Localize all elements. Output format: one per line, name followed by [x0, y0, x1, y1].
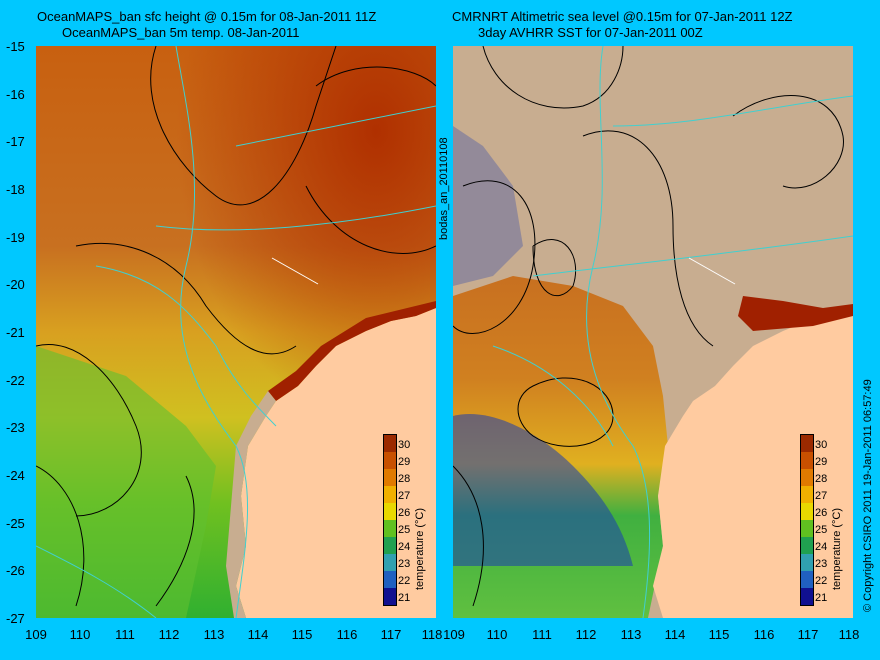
- left-colorbar: [383, 434, 397, 606]
- colorbar-swatch: [384, 537, 396, 554]
- colorbar-tick: 26: [398, 507, 411, 519]
- colorbar-swatch: [801, 469, 813, 486]
- lon-tick: 116: [336, 627, 358, 642]
- colorbar-tick: 26: [815, 507, 828, 519]
- left-map-panel: [36, 46, 436, 618]
- colorbar-swatch: [801, 503, 813, 520]
- lon-tick: 112: [575, 627, 597, 642]
- colorbar-tick: 28: [398, 473, 411, 485]
- left-colorbar-title: temperature (°C): [414, 507, 426, 590]
- colorbar-swatch: [801, 486, 813, 503]
- colorbar-swatch: [384, 503, 396, 520]
- colorbar-tick: 27: [398, 490, 411, 502]
- lat-tick: -21: [6, 325, 25, 340]
- lat-tick: -15: [6, 39, 25, 54]
- lat-tick: -25: [6, 516, 25, 531]
- colorbar-tick: 22: [398, 575, 411, 587]
- lon-tick: 113: [203, 627, 225, 642]
- lat-tick: -17: [6, 134, 25, 149]
- colorbar-tick: 29: [398, 456, 411, 468]
- left-title-line2: OceanMAPS_ban 5m temp. 08-Jan-2011: [62, 25, 300, 40]
- colorbar-tick: 30: [815, 439, 828, 451]
- left-map-svg: [36, 46, 436, 618]
- lat-tick: -20: [6, 277, 25, 292]
- colorbar-swatch: [384, 486, 396, 503]
- right-map-svg: [453, 46, 853, 618]
- right-colorbar: [800, 434, 814, 606]
- colorbar-tick: 23: [815, 558, 828, 570]
- colorbar-swatch: [801, 452, 813, 469]
- colorbar-swatch: [801, 571, 813, 588]
- lon-tick: 111: [115, 627, 135, 642]
- right-colorbar-title: temperature (°C): [831, 507, 843, 590]
- colorbar-swatch: [801, 588, 813, 605]
- colorbar-tick: 28: [815, 473, 828, 485]
- lon-tick: 109: [443, 627, 465, 642]
- colorbar-tick: 27: [815, 490, 828, 502]
- lat-tick: -23: [6, 420, 25, 435]
- colorbar-swatch: [384, 571, 396, 588]
- colorbar-swatch: [384, 554, 396, 571]
- colorbar-tick: 21: [815, 592, 828, 604]
- colorbar-swatch: [801, 520, 813, 537]
- lat-tick: -26: [6, 563, 25, 578]
- colorbar-swatch: [384, 588, 396, 605]
- lon-tick: 114: [247, 627, 269, 642]
- left-title-line1: OceanMAPS_ban sfc height @ 0.15m for 08-…: [37, 9, 377, 24]
- colorbar-swatch: [384, 452, 396, 469]
- lon-tick: 114: [664, 627, 686, 642]
- lon-tick: 117: [797, 627, 819, 642]
- lon-tick: 118: [421, 627, 443, 642]
- colorbar-tick: 21: [398, 592, 411, 604]
- colorbar-tick: 24: [815, 541, 828, 553]
- lon-tick: 110: [69, 627, 91, 642]
- lon-tick: 109: [25, 627, 47, 642]
- colorbar-swatch: [384, 469, 396, 486]
- lat-tick: -24: [6, 468, 25, 483]
- colorbar-swatch: [801, 554, 813, 571]
- colorbar-swatch: [384, 435, 396, 452]
- colorbar-tick: 24: [398, 541, 411, 553]
- colorbar-tick: 23: [398, 558, 411, 570]
- lon-tick: 112: [158, 627, 180, 642]
- colorbar-tick: 30: [398, 439, 411, 451]
- right-title-line1: CMRNRT Altimetric sea level @0.15m for 0…: [452, 9, 793, 24]
- lat-tick: -18: [6, 182, 25, 197]
- lat-tick: -27: [6, 611, 25, 626]
- run-id-label: bodas_an_20110108: [438, 137, 450, 240]
- right-map-panel: [453, 46, 853, 618]
- lat-tick: -22: [6, 373, 25, 388]
- lon-tick: 113: [620, 627, 642, 642]
- colorbar-tick: 22: [815, 575, 828, 587]
- lon-tick: 116: [753, 627, 775, 642]
- lon-tick: 118: [838, 627, 860, 642]
- copyright-label: © Copyright CSIRO 2011 19-Jan-2011 06:57…: [862, 379, 874, 612]
- colorbar-tick: 25: [398, 524, 411, 536]
- colorbar-tick: 29: [815, 456, 828, 468]
- lon-tick: 111: [532, 627, 552, 642]
- colorbar-tick: 25: [815, 524, 828, 536]
- lat-tick: -16: [6, 87, 25, 102]
- colorbar-swatch: [801, 435, 813, 452]
- colorbar-swatch: [384, 520, 396, 537]
- lat-tick: -19: [6, 230, 25, 245]
- lon-tick: 110: [486, 627, 508, 642]
- lon-tick: 117: [380, 627, 402, 642]
- lon-tick: 115: [708, 627, 730, 642]
- colorbar-swatch: [801, 537, 813, 554]
- right-title-line2: 3day AVHRR SST for 07-Jan-2011 00Z: [478, 25, 703, 40]
- lon-tick: 115: [291, 627, 313, 642]
